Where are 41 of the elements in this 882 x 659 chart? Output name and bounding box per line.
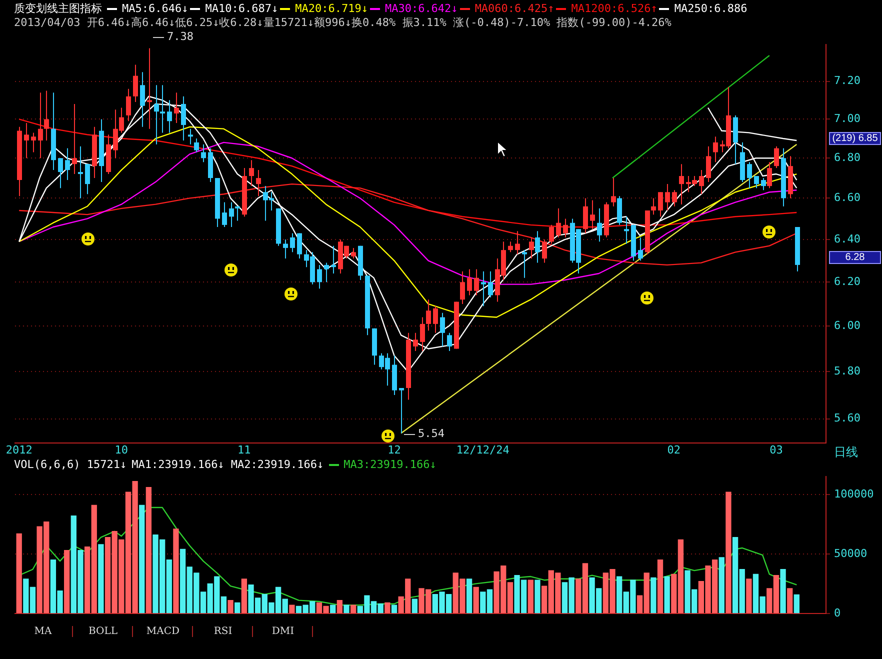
y-tick-label: 7.20 bbox=[834, 74, 860, 88]
text: 7.38 bbox=[153, 30, 194, 43]
x-tick-label: 02 bbox=[667, 443, 681, 456]
x-tick-label: 11 bbox=[238, 443, 251, 456]
text: MA bbox=[14, 626, 73, 637]
y-tick-label: 50000 bbox=[834, 546, 868, 560]
text: 6.28 bbox=[829, 251, 881, 264]
y-tick-label: 6.80 bbox=[834, 150, 860, 164]
chart-subtitle: MA1:23919.166↓ MA2:23919.166↓ bbox=[132, 458, 324, 471]
text: (219) 6.85 bbox=[829, 132, 881, 145]
chart-title: VOL(6,6,6) 15721↓ bbox=[14, 458, 127, 471]
y-tick-label: 5.80 bbox=[834, 364, 860, 378]
legend-label: MA1200:6.526↑ bbox=[571, 2, 658, 15]
y-tick-label: 0 bbox=[834, 606, 841, 620]
y-tick-label: 6.40 bbox=[834, 232, 860, 246]
annotation: 5.54 bbox=[404, 427, 444, 440]
legend-label: MA20:6.719↓ bbox=[295, 2, 368, 15]
text: MACD bbox=[134, 626, 193, 637]
y-tick-label: 7.00 bbox=[834, 112, 860, 126]
text: 日线 bbox=[834, 444, 858, 461]
x-tick-label: 10 bbox=[114, 443, 128, 456]
y-tick-label: 6.20 bbox=[834, 275, 860, 288]
chart-subtitle: 2013/04/03 开6.46↓高6.46↓低6.25↓收6.28↓量15721↓额996↓换0.48% 振3.11% 涨(-0.48)-7.10% 指数(-99.00)-4.26% bbox=[14, 16, 672, 29]
chart-title: 质变划线主图指标 bbox=[14, 2, 102, 15]
x-tick-label: 2012 bbox=[6, 443, 32, 456]
x-tick-label: 03 bbox=[770, 443, 783, 456]
y-tick-label: 6.00 bbox=[834, 319, 860, 332]
y-tick-label: 6.60 bbox=[834, 191, 860, 204]
y-tick-label: 5.60 bbox=[834, 412, 860, 425]
legend-label: MA250:6.886 bbox=[674, 2, 748, 15]
y-tick-label: 100000 bbox=[834, 487, 874, 500]
text: RSI bbox=[194, 626, 253, 637]
legend-label: MA10:6.687↓ bbox=[205, 2, 278, 15]
legend-label: MA3:23919.166↓ bbox=[344, 458, 436, 471]
text: BOLL bbox=[74, 626, 133, 637]
legend-label: MA30:6.642↓ bbox=[384, 2, 458, 15]
text: DMI bbox=[254, 626, 313, 637]
x-tick-label: 12/12/24 bbox=[456, 443, 510, 456]
x-tick-label: 12 bbox=[388, 443, 401, 456]
legend-label: MA5:6.646↓ bbox=[122, 2, 188, 15]
legend-label: MA060:6.425↑ bbox=[474, 2, 554, 15]
